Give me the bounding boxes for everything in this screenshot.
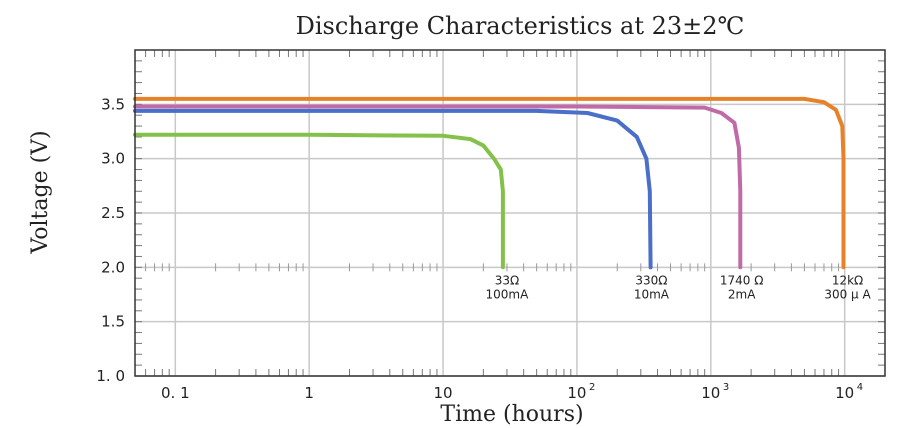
series-label: 1740 Ω — [720, 274, 764, 288]
series-line — [133, 96, 846, 270]
x-axis-title: Time (hours) — [440, 402, 583, 427]
x-tick-label: 10 — [434, 384, 453, 402]
x-tick-label: 10 — [835, 384, 854, 402]
series-line — [133, 108, 653, 270]
chart-series — [133, 96, 846, 270]
series-label: 330Ω — [635, 274, 667, 288]
series-label: 100mA — [486, 288, 530, 302]
series-label: 2mA — [728, 288, 756, 302]
y-tick-label: 1.5 — [101, 313, 125, 331]
series-label: 33Ω — [495, 274, 519, 288]
series-line — [133, 104, 743, 270]
series-line — [133, 132, 505, 270]
y-tick-label: 3.0 — [101, 150, 125, 168]
y-tick-label: 1. 0 — [96, 367, 125, 385]
y-tick-label: 3.5 — [101, 95, 125, 113]
plot-frame — [134, 49, 886, 377]
series-label: 12kΩ — [832, 274, 863, 288]
y-tick-label: 2.5 — [101, 204, 125, 222]
x-tick-exponent: 2 — [589, 382, 595, 393]
chart-ticks: 1. 01.52.02.53.03.50. 1 1 10 10 2 10 3 10 4 — [96, 49, 886, 402]
x-tick-label: 0. 1 — [161, 384, 190, 402]
series-label: 10mA — [634, 288, 670, 302]
x-tick-exponent: 3 — [723, 382, 729, 393]
y-tick-label: 2.0 — [101, 258, 125, 276]
x-tick-label: 1 — [304, 384, 314, 402]
y-axis-title: Voltage (V) — [28, 130, 53, 254]
x-tick-label: 10 — [567, 384, 586, 402]
x-tick-exponent: 4 — [857, 382, 863, 393]
chart-title: Discharge Characteristics at 23±2℃ — [296, 12, 745, 40]
x-tick-label: 10 — [701, 384, 720, 402]
series-label: 300 μ A — [824, 288, 871, 302]
